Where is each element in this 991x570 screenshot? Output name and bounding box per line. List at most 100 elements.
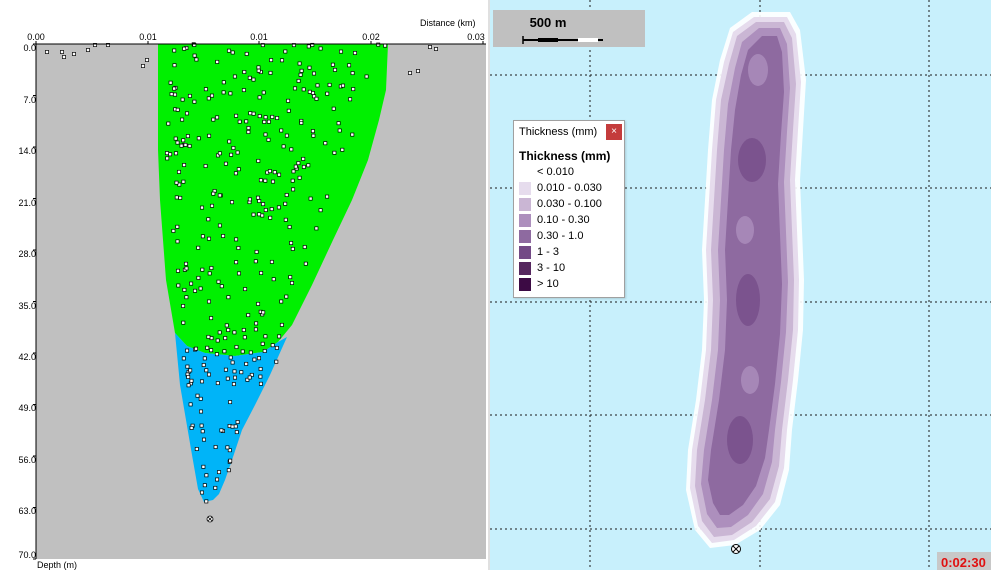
particle-marker xyxy=(263,115,268,120)
particle-marker xyxy=(299,68,304,73)
particle-marker xyxy=(206,217,211,222)
legend-swatch xyxy=(519,278,531,291)
particle-marker xyxy=(200,429,205,434)
particle-marker xyxy=(185,111,189,116)
panel-divider[interactable] xyxy=(488,0,490,570)
particle-marker xyxy=(217,470,221,475)
particle-marker xyxy=(280,58,284,63)
particle-marker xyxy=(240,349,245,354)
particle-marker xyxy=(376,42,381,47)
particle-marker xyxy=(253,259,258,264)
particle-marker xyxy=(62,55,66,59)
particle-marker xyxy=(189,281,194,286)
particle-marker xyxy=(262,349,267,353)
particle-marker xyxy=(176,283,181,288)
particle-marker xyxy=(277,334,282,339)
legend-swatch xyxy=(519,198,531,211)
legend-label: 0.010 - 0.030 xyxy=(537,182,602,194)
particle-marker xyxy=(184,261,188,266)
legend-label: > 10 xyxy=(537,278,559,290)
particle-marker xyxy=(200,379,204,384)
y-tick-label: 35.0 xyxy=(18,301,36,311)
thickness-map-panel[interactable]: 500 m Thickness (mm) × Thickness (mm) < … xyxy=(490,0,991,570)
particle-marker xyxy=(236,167,241,172)
particle-marker xyxy=(263,132,268,137)
particle-marker xyxy=(221,90,226,95)
particle-marker xyxy=(251,212,256,217)
particle-marker xyxy=(261,310,266,315)
legend-item: 0.10 - 0.30 xyxy=(519,213,619,228)
particle-marker xyxy=(299,120,304,125)
particle-marker xyxy=(228,458,233,463)
particle-marker xyxy=(225,445,230,450)
y-tick-label: 42.0 xyxy=(18,352,36,362)
particle-marker xyxy=(257,95,262,100)
particle-marker xyxy=(169,92,174,97)
thickness-legend-window[interactable]: Thickness (mm) × Thickness (mm) < 0.010 … xyxy=(513,120,625,298)
particle-marker xyxy=(180,117,185,122)
particle-marker xyxy=(199,409,203,414)
particle-marker xyxy=(184,266,189,271)
particle-marker xyxy=(310,91,315,95)
particle-marker xyxy=(188,402,193,407)
particle-marker xyxy=(364,74,369,79)
particle-marker xyxy=(166,121,171,126)
particle-marker xyxy=(192,53,197,58)
scale-bar-ruler xyxy=(522,36,603,44)
particle-marker xyxy=(254,249,259,254)
particle-marker xyxy=(257,212,262,217)
particle-marker xyxy=(257,114,262,119)
legend-titlebar[interactable]: Thickness (mm) × xyxy=(514,121,624,143)
particle-marker xyxy=(293,86,297,91)
particle-marker xyxy=(260,213,265,218)
y-tick-label: 70.0 xyxy=(18,550,36,560)
particle-marker xyxy=(165,156,170,161)
particle-marker xyxy=(213,485,218,490)
particle-marker xyxy=(175,107,180,112)
particle-marker xyxy=(186,375,191,379)
particle-marker xyxy=(333,67,337,72)
particle-marker xyxy=(192,42,197,47)
particle-marker xyxy=(226,295,231,300)
particle-marker xyxy=(187,93,192,98)
particle-marker xyxy=(353,51,357,55)
particle-marker xyxy=(207,236,211,241)
particle-marker xyxy=(263,178,268,183)
particle-marker xyxy=(168,80,173,85)
particle-marker xyxy=(256,158,261,163)
particle-marker xyxy=(256,195,260,200)
particle-marker xyxy=(206,96,211,101)
particle-marker xyxy=(201,363,206,367)
particle-marker xyxy=(283,49,288,54)
particle-marker xyxy=(257,199,262,203)
particle-marker xyxy=(284,133,289,138)
particle-marker xyxy=(347,63,352,68)
simulation-timer: 0:02:30 xyxy=(937,552,991,570)
particle-marker xyxy=(194,447,199,451)
particle-marker xyxy=(215,338,220,343)
particle-marker xyxy=(45,50,49,54)
y-tick-label: 49.0 xyxy=(18,403,36,413)
particle-markers xyxy=(45,42,438,504)
particle-marker xyxy=(351,87,356,92)
particle-marker xyxy=(323,141,328,146)
particle-marker xyxy=(213,445,218,449)
particle-marker xyxy=(200,490,204,495)
depth-profile-plot xyxy=(33,41,486,560)
particle-marker xyxy=(227,139,232,144)
thickness-map[interactable] xyxy=(490,0,991,570)
close-icon[interactable]: × xyxy=(606,124,622,140)
particle-marker xyxy=(202,483,207,488)
particle-marker xyxy=(258,367,263,371)
particle-marker xyxy=(210,93,214,98)
particle-marker xyxy=(303,261,308,266)
particle-marker xyxy=(350,132,355,137)
particle-marker xyxy=(189,425,194,430)
particle-marker xyxy=(221,234,226,238)
particle-marker xyxy=(223,161,228,166)
legend-swatch xyxy=(519,246,531,259)
particle-marker xyxy=(226,468,231,473)
particle-marker xyxy=(341,83,345,88)
legend-swatch xyxy=(519,166,531,179)
legend-item: > 10 xyxy=(519,277,619,292)
